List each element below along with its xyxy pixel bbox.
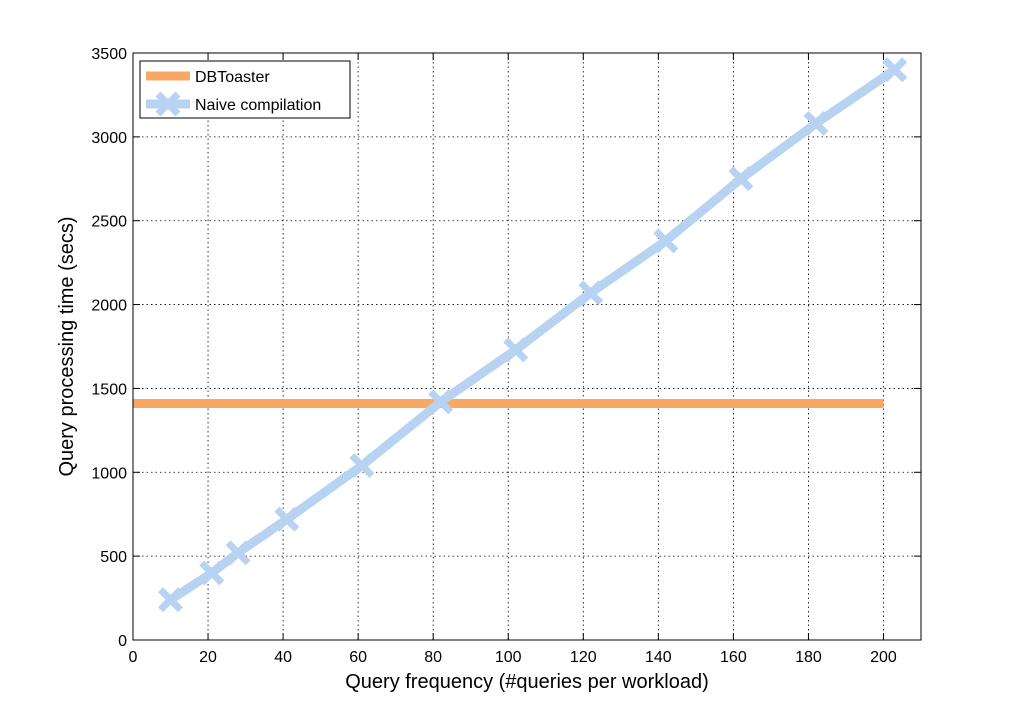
x-tick-label: 200 — [870, 649, 897, 666]
legend-label-dbtoaster: DBToaster — [195, 69, 270, 86]
legend: DBToaster Naive compilation — [140, 61, 350, 118]
x-axis-title: Query frequency (#queries per workload) — [345, 671, 709, 693]
y-tick-label: 3000 — [91, 130, 127, 147]
x-tick-label: 60 — [349, 649, 367, 666]
x-tick-label: 140 — [645, 649, 672, 666]
x-tick-label: 40 — [274, 649, 292, 666]
x-tick-label: 80 — [424, 649, 442, 666]
x-tick-label: 120 — [570, 649, 597, 666]
y-tick-label: 3500 — [91, 46, 127, 63]
x-tick-label: 160 — [720, 649, 747, 666]
x-tick-label: 100 — [495, 649, 522, 666]
y-tick-label: 0 — [118, 633, 127, 650]
x-tick-label: 20 — [199, 649, 217, 666]
y-tick-label: 1000 — [91, 465, 127, 482]
y-axis-title: Query processing time (secs) — [56, 216, 78, 476]
y-tick-label: 500 — [100, 549, 127, 566]
y-tick-label: 1500 — [91, 381, 127, 398]
y-tick-label: 2500 — [91, 214, 127, 231]
x-tick-label: 180 — [795, 649, 822, 666]
y-tick-label: 2000 — [91, 298, 127, 315]
legend-label-naive-compilation: Naive compilation — [195, 97, 321, 114]
x-tick-label: 0 — [129, 649, 138, 666]
